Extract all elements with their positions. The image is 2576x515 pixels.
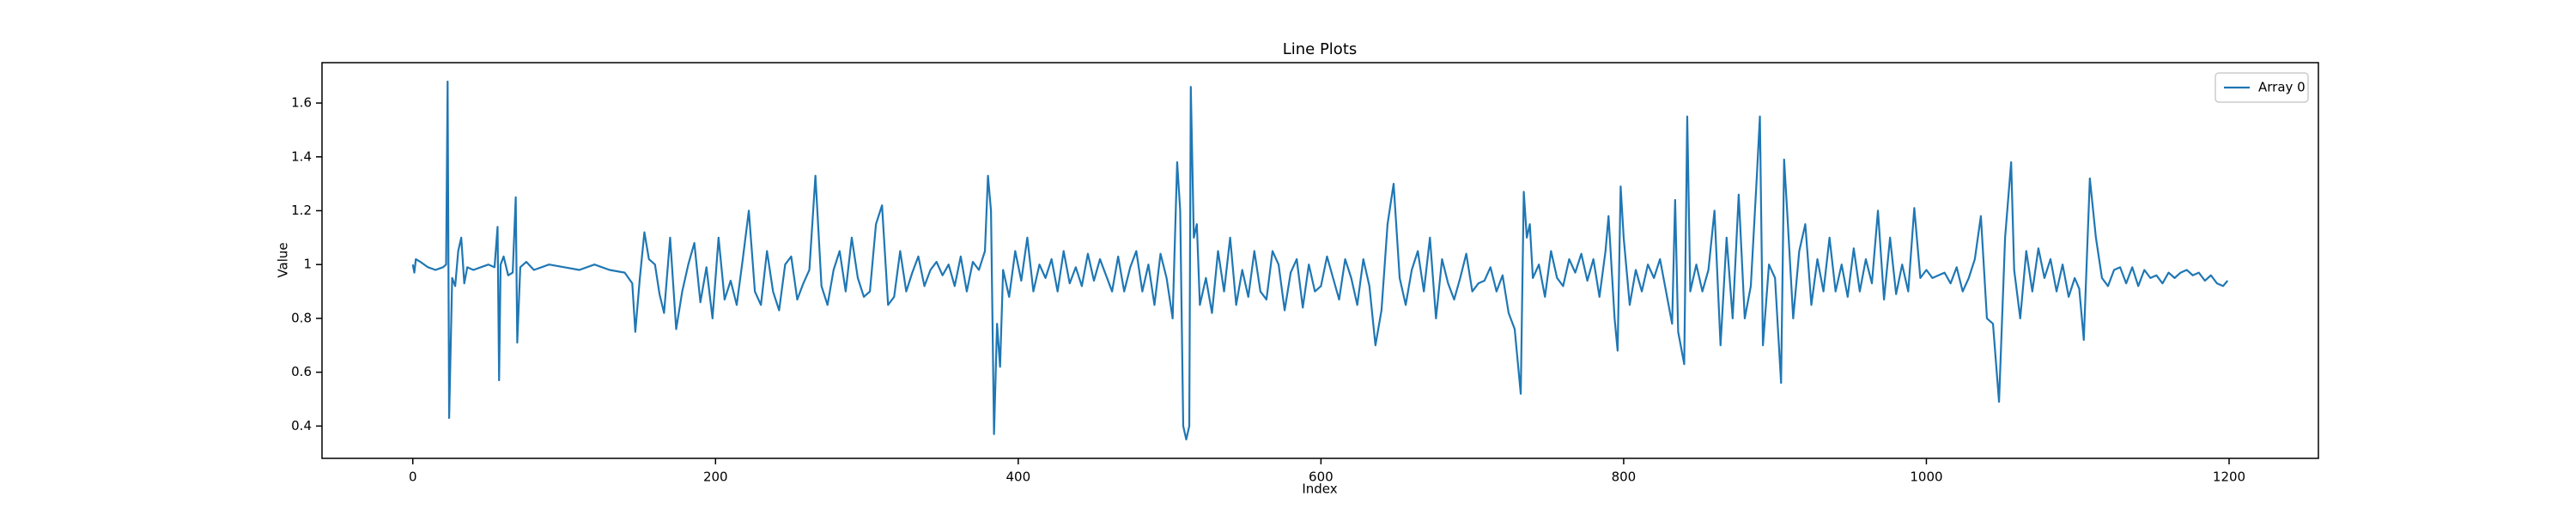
x-tick-label: 400: [1006, 470, 1031, 485]
y-tick-label: 1.6: [291, 95, 312, 111]
y-tick-label: 0.8: [291, 310, 312, 325]
x-tick-label: 200: [703, 470, 728, 485]
data-line: [411, 80, 2229, 441]
legend-box: [2215, 72, 2309, 103]
x-tick-label: 0: [409, 470, 417, 485]
x-tick-label: 1000: [1910, 470, 1942, 485]
y-tick-label: 0.6: [291, 364, 312, 379]
x-tick-label: 600: [1309, 470, 1334, 485]
x-axis-label: Index: [1302, 482, 1337, 497]
y-tick-label: 0.4: [291, 418, 312, 433]
y-axis-label: Value: [276, 242, 291, 277]
plot-frame: [321, 62, 2319, 459]
y-tick-label: 1.2: [291, 203, 312, 218]
y-tick-label: 1.4: [291, 148, 312, 164]
x-tick-label: 800: [1612, 470, 1637, 485]
x-tick-label: 1200: [2213, 470, 2245, 485]
y-tick-label: 1: [303, 257, 312, 272]
chart-title: Line Plots: [1283, 40, 1358, 58]
legend-label: Array 0: [2258, 80, 2306, 95]
